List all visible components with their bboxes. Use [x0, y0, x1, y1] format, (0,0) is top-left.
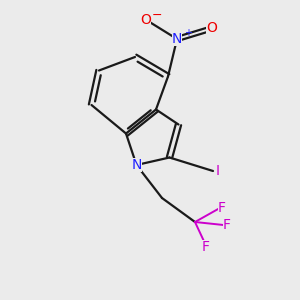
Text: F: F	[218, 202, 226, 215]
Text: I: I	[215, 164, 220, 178]
Text: −: −	[152, 9, 163, 22]
Text: N: N	[131, 158, 142, 172]
Text: F: F	[202, 240, 209, 254]
Text: O: O	[206, 22, 217, 35]
Text: +: +	[184, 28, 192, 38]
Text: N: N	[172, 32, 182, 46]
Text: O: O	[140, 13, 151, 26]
Text: F: F	[223, 218, 231, 232]
